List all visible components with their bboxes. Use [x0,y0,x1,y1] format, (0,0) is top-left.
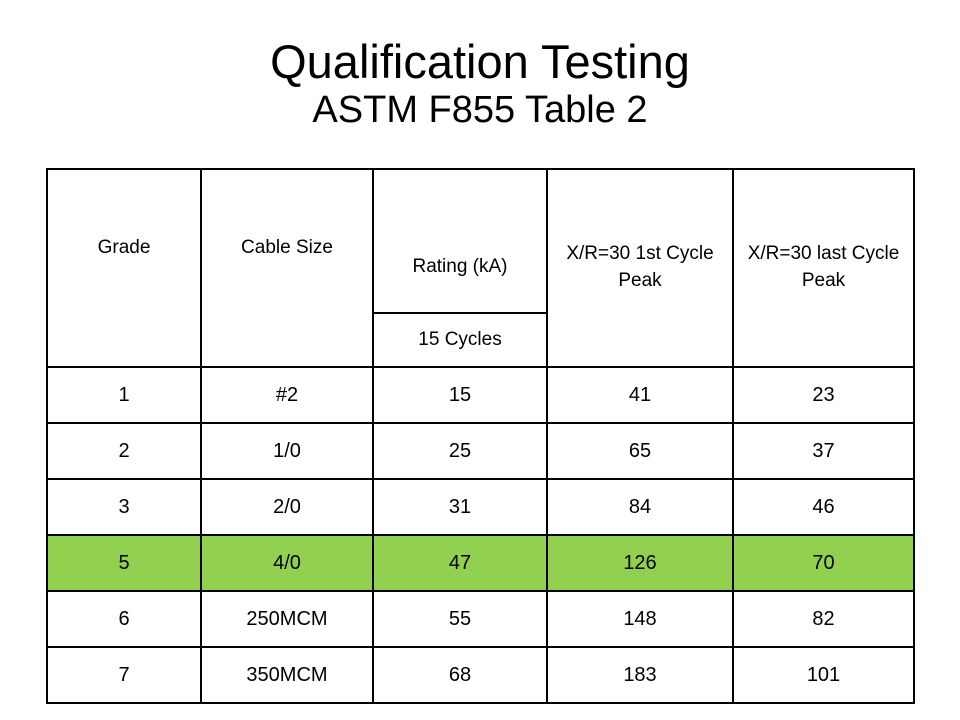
table-row-highlighted: 5 4/0 47 126 70 [46,534,915,592]
cell-rating: 25 [372,422,548,480]
cell-cable-size: 350MCM [200,646,374,704]
header-grade: Grade [46,168,202,368]
cell-last-peak: 37 [732,422,915,480]
cell-last-peak: 70 [732,534,915,592]
cell-first-peak: 126 [546,534,734,592]
cell-first-peak: 84 [546,478,734,536]
table-row: 6 250MCM 55 148 82 [46,590,915,648]
table-row: 1 #2 15 41 23 [46,366,915,424]
header-cable-size: Cable Size [200,168,374,368]
cell-last-peak: 23 [732,366,915,424]
cell-rating: 55 [372,590,548,648]
cell-rating: 68 [372,646,548,704]
table-row: 7 350MCM 68 183 101 [46,646,915,704]
cell-last-peak: 101 [732,646,915,704]
cell-cable-size: 2/0 [200,478,374,536]
qualification-table: Grade Cable Size Rating (kA) X/R=30 1st … [46,168,915,704]
cell-grade: 3 [46,478,202,536]
cell-grade: 1 [46,366,202,424]
cell-grade: 2 [46,422,202,480]
cell-grade: 7 [46,646,202,704]
slide-title: Qualification Testing ASTM F855 Table 2 [0,36,960,131]
table-body: 1 #2 15 41 23 2 1/0 25 65 37 3 2/0 31 84 46 5 4/0 47 126 70… [46,366,915,704]
page-title: Qualification Testing [270,35,690,88]
table-row: 3 2/0 31 84 46 [46,478,915,536]
cell-first-peak: 183 [546,646,734,704]
cell-cable-size: 1/0 [200,422,374,480]
cell-first-peak: 41 [546,366,734,424]
page-subtitle: ASTM F855 Table 2 [312,88,648,131]
header-first-peak: X/R=30 1st Cycle Peak [546,168,734,368]
cell-cable-size: #2 [200,366,374,424]
cell-cable-size: 4/0 [200,534,374,592]
cell-rating: 15 [372,366,548,424]
header-cable-size-label: Cable Size [241,236,333,258]
table-header: Grade Cable Size Rating (kA) X/R=30 1st … [46,168,915,368]
header-rating-cycles: 15 Cycles [372,312,548,368]
cell-last-peak: 82 [732,590,915,648]
table-row: 2 1/0 25 65 37 [46,422,915,480]
cell-cable-size: 250MCM [200,590,374,648]
cell-grade: 5 [46,534,202,592]
cell-rating: 31 [372,478,548,536]
cell-first-peak: 148 [546,590,734,648]
cell-last-peak: 46 [732,478,915,536]
cell-rating: 47 [372,534,548,592]
header-last-peak: X/R=30 last Cycle Peak [732,168,915,368]
header-rating: Rating (kA) [372,168,548,314]
cell-grade: 6 [46,590,202,648]
cell-first-peak: 65 [546,422,734,480]
header-grade-label: Grade [97,236,151,258]
